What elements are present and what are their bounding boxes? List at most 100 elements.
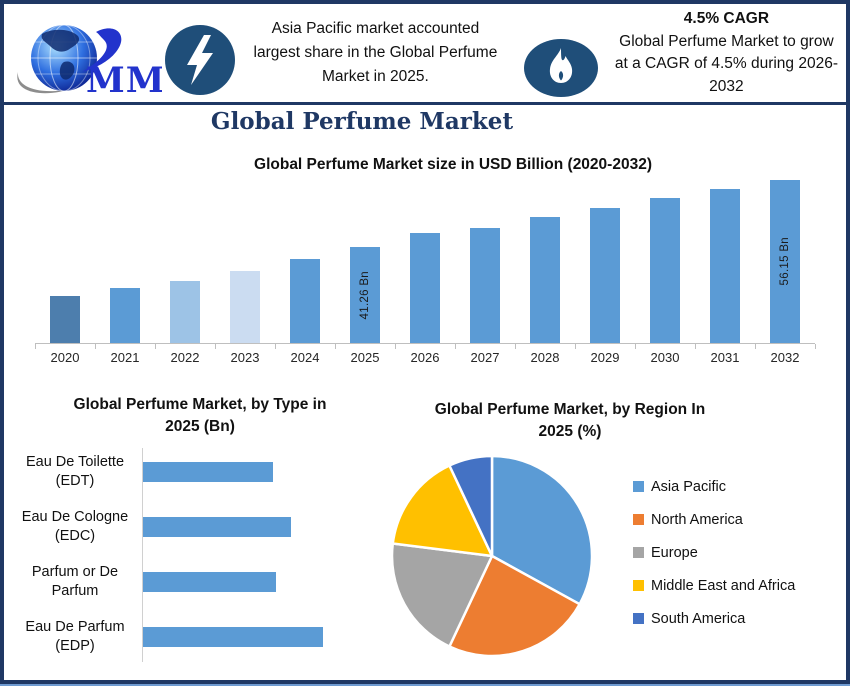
bar-2031 xyxy=(710,189,740,343)
bar-2023 xyxy=(230,271,260,343)
axis-tick xyxy=(755,344,756,349)
lightning-icon xyxy=(165,25,235,95)
bar-2020 xyxy=(50,296,80,343)
x-axis-label: 2021 xyxy=(110,350,140,365)
header-highlight-note: Asia Pacific market accounted largest sh… xyxy=(238,17,513,89)
logo-swoosh-blue xyxy=(82,28,122,72)
note-line: Asia Pacific market accounted xyxy=(271,20,480,37)
type-chart-title: Global Perfume Market, by Type in 2025 (… xyxy=(10,394,390,438)
pie-slice-south-america xyxy=(448,454,494,558)
logo-text: MMR xyxy=(86,60,162,98)
bar-value-label: 56.15 Bn xyxy=(779,237,791,286)
market-size-xlabels: 2020 2021 2022 2023 2024 2025 2026 2027 2028 2029… xyxy=(35,350,815,366)
mmr-logo: MMR xyxy=(17,24,162,98)
legend-item-asia-pacific: Asia Pacific xyxy=(633,476,795,497)
axis-tick xyxy=(815,344,816,349)
cagr-heading: 4.5% CAGR xyxy=(683,10,770,27)
pie-slice-asia-pacific xyxy=(490,454,594,606)
x-axis-label: 2028 xyxy=(530,350,560,365)
note-line: Global Perfume Market to grow xyxy=(619,32,834,50)
axis-tick xyxy=(155,344,156,349)
region-chart-title: Global Perfume Market, by Region In 2025… xyxy=(403,399,737,443)
legend-label: Europe xyxy=(651,544,698,561)
bar-value-label: 41.26 Bn xyxy=(359,270,371,320)
axis-tick xyxy=(395,344,396,349)
note-line: largest share in the Global Perfume xyxy=(253,44,498,61)
bar-2021 xyxy=(110,288,140,343)
type-bar xyxy=(143,572,276,592)
pie-slice-north-america xyxy=(448,554,581,658)
bar-2028 xyxy=(530,217,560,343)
type-category-label: Eau De Toilette (EDT) xyxy=(25,454,125,489)
axis-tick xyxy=(95,344,96,349)
pie-slice-europe xyxy=(390,542,494,648)
type-row: Parfum or De Parfum xyxy=(10,562,395,602)
region-legend: Asia Pacific North America Europe Middle Ea… xyxy=(633,476,795,629)
legend-label: Asia Pacific xyxy=(651,478,726,495)
legend-item-south-america: South America xyxy=(633,608,795,629)
x-axis-label: 2026 xyxy=(410,350,440,365)
x-axis-label: 2024 xyxy=(290,350,320,365)
bar-2026 xyxy=(410,233,440,343)
legend-label: Middle East and Africa xyxy=(651,577,796,594)
axis-tick xyxy=(215,344,216,349)
x-axis-label: 2025 xyxy=(350,350,380,365)
axis-tick xyxy=(635,344,636,349)
x-axis-label: 2029 xyxy=(590,350,620,365)
flame-icon xyxy=(523,39,598,97)
legend-swatch xyxy=(633,547,644,558)
axis-tick xyxy=(695,344,696,349)
page-title: Global Perfume Market xyxy=(210,108,514,135)
axis-tick xyxy=(275,344,276,349)
type-category-label: Eau De Cologne (EDC) xyxy=(21,509,129,544)
title-line: 2025 (%) xyxy=(538,423,602,440)
type-bar xyxy=(143,462,273,482)
legend-swatch xyxy=(633,481,644,492)
bar-2025: 41.26 Bn xyxy=(350,247,380,343)
note-line: at a CAGR of 4.5% during 2026- xyxy=(614,55,838,72)
x-axis-label: 2030 xyxy=(650,350,680,365)
axis-tick xyxy=(515,344,516,349)
legend-item-europe: Europe xyxy=(633,542,795,563)
type-category-label: Parfum or De Parfum xyxy=(31,564,119,599)
type-bar xyxy=(143,627,323,647)
bar-2022 xyxy=(170,281,200,343)
bottom-accent-line xyxy=(0,684,850,686)
axis-tick xyxy=(335,344,336,349)
type-chart-axis xyxy=(142,448,143,662)
axis-tick xyxy=(575,344,576,349)
header: MMR Asia Pacific market accounted larges… xyxy=(0,0,850,105)
bar-2030 xyxy=(650,198,680,343)
pie-slice-middle-east-and-africa xyxy=(391,464,494,558)
title-line: 2025 (Bn) xyxy=(165,418,235,435)
type-category-label: Eau De Parfum (EDP) xyxy=(25,619,125,654)
legend-item-north-america: North America xyxy=(633,509,795,530)
x-axis-label: 2020 xyxy=(50,350,80,365)
market-size-plot: 41.26 Bn 56.15 Bn xyxy=(35,163,816,349)
market-size-chart-title: Global Perfume Market size in USD Billio… xyxy=(254,156,652,173)
cagr-note: 4.5% CAGR Global Perfume Market to grow … xyxy=(603,8,850,98)
type-row: Eau De Parfum (EDP) xyxy=(10,617,395,657)
type-bar xyxy=(143,517,291,537)
legend-label: South America xyxy=(651,610,746,627)
axis-tick xyxy=(455,344,456,349)
legend-item-middle-east-and-africa: Middle East and Africa xyxy=(633,575,795,596)
x-axis-label: 2031 xyxy=(710,350,740,365)
bar-2032: 56.15 Bn xyxy=(770,180,800,343)
type-chart-rows: Eau De Toilette (EDT) Eau De Cologne (EDC… xyxy=(10,448,395,667)
bar-2029 xyxy=(590,208,620,343)
x-axis-label: 2032 xyxy=(770,350,800,365)
bar-2027 xyxy=(470,228,500,343)
legend-swatch xyxy=(633,613,644,624)
x-axis-label: 2023 xyxy=(230,350,260,365)
legend-swatch xyxy=(633,514,644,525)
axis-tick xyxy=(35,344,36,349)
title-line: Global Perfume Market, by Region In xyxy=(434,401,706,418)
x-axis-label: 2022 xyxy=(170,350,200,365)
note-line: Market in 2025. xyxy=(322,68,429,85)
title-line: Global Perfume Market, by Type in xyxy=(73,396,327,413)
note-line: 2032 xyxy=(709,77,744,95)
legend-swatch xyxy=(633,580,644,591)
legend-label: North America xyxy=(651,511,743,528)
